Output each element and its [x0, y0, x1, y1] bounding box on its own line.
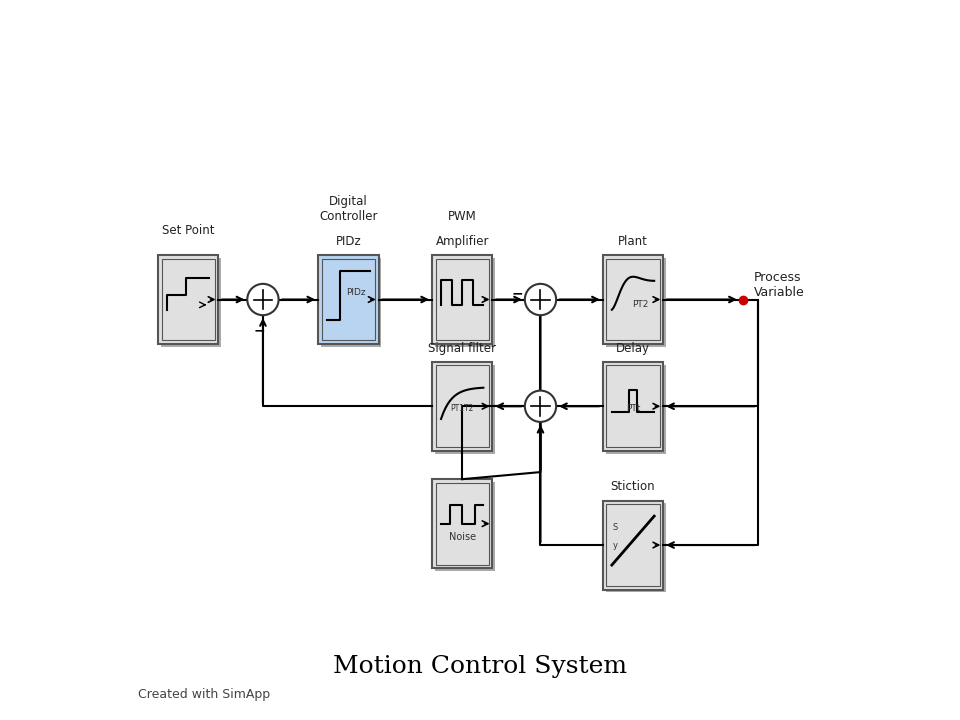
Circle shape	[248, 284, 278, 315]
Text: Created with SimApp: Created with SimApp	[138, 688, 271, 701]
Bar	[435, 364, 495, 454]
Bar	[607, 365, 660, 447]
Text: S: S	[612, 523, 618, 532]
Text: PT2: PT2	[632, 300, 648, 309]
Bar	[322, 258, 375, 341]
Circle shape	[525, 284, 556, 315]
Bar	[603, 500, 663, 590]
Bar	[436, 258, 489, 341]
Circle shape	[525, 391, 556, 422]
Bar	[607, 504, 660, 586]
Bar	[432, 361, 492, 451]
Text: Noise: Noise	[448, 532, 476, 542]
Text: −: −	[511, 287, 522, 301]
Text: Set Point: Set Point	[162, 224, 214, 237]
Bar	[436, 483, 489, 564]
Bar	[158, 255, 219, 344]
Text: Stiction: Stiction	[611, 480, 656, 493]
Text: Motion Control System: Motion Control System	[333, 654, 627, 678]
Bar	[603, 255, 663, 344]
Bar	[321, 258, 381, 347]
Text: Plant: Plant	[618, 235, 648, 248]
Bar	[603, 361, 663, 451]
Bar	[606, 503, 666, 593]
Text: PIDz: PIDz	[346, 288, 365, 297]
Text: PIDz: PIDz	[335, 235, 361, 248]
Bar	[606, 364, 666, 454]
Bar	[435, 482, 495, 571]
Text: Amplifier: Amplifier	[436, 235, 489, 248]
Bar	[318, 255, 378, 344]
Text: Delay: Delay	[616, 342, 650, 355]
Bar	[432, 255, 492, 344]
Text: PTt: PTt	[626, 404, 640, 413]
Text: y: y	[612, 541, 617, 549]
Bar	[432, 480, 492, 568]
Bar	[161, 258, 215, 341]
Bar	[435, 258, 495, 347]
Bar	[607, 258, 660, 341]
Text: Digital
Controller: Digital Controller	[319, 195, 377, 223]
Text: −: −	[253, 323, 265, 337]
Text: PWM: PWM	[447, 210, 476, 223]
Text: PT1T2: PT1T2	[450, 404, 474, 413]
Bar	[161, 258, 222, 347]
Text: Signal filter: Signal filter	[428, 342, 496, 355]
Text: Process
Variable: Process Variable	[754, 271, 804, 300]
Bar	[436, 365, 489, 447]
Bar	[606, 258, 666, 347]
